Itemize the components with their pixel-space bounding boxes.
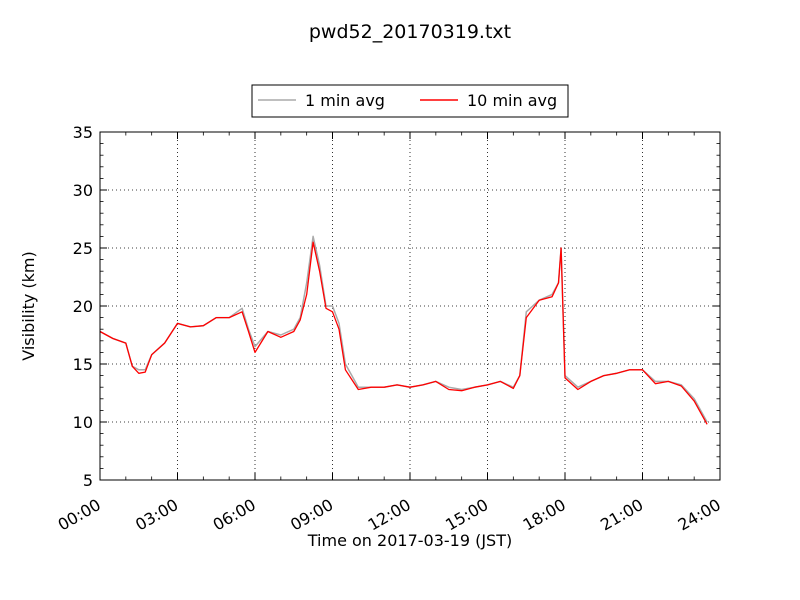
y-tick-label: 15 xyxy=(73,355,93,374)
grid-lines xyxy=(100,132,720,480)
x-axis-label: Time on 2017-03-19 (JST) xyxy=(307,531,512,550)
legend-frame xyxy=(251,84,569,118)
legend-label-10-min-avg: 10 min avg xyxy=(467,91,557,110)
y-tick-label: 10 xyxy=(73,413,93,432)
y-tick-label: 30 xyxy=(73,181,93,200)
y-tick-label: 35 xyxy=(73,123,93,142)
y-tick-label: 25 xyxy=(73,239,93,258)
y-tick-label: 5 xyxy=(83,471,93,490)
legend: 1 min avg 10 min avg xyxy=(251,84,569,118)
y-axis-label: Visibility (km) xyxy=(19,251,38,360)
plot-frame xyxy=(99,131,721,481)
chart-title: pwd52_20170319.txt xyxy=(309,21,511,43)
y-tick-label: 20 xyxy=(73,297,93,316)
series-line-10-min-avg xyxy=(99,241,708,425)
y-tick-labels: 5 10 15 20 25 30 35 xyxy=(73,123,93,490)
legend-label-1-min-avg: 1 min avg xyxy=(305,91,385,110)
